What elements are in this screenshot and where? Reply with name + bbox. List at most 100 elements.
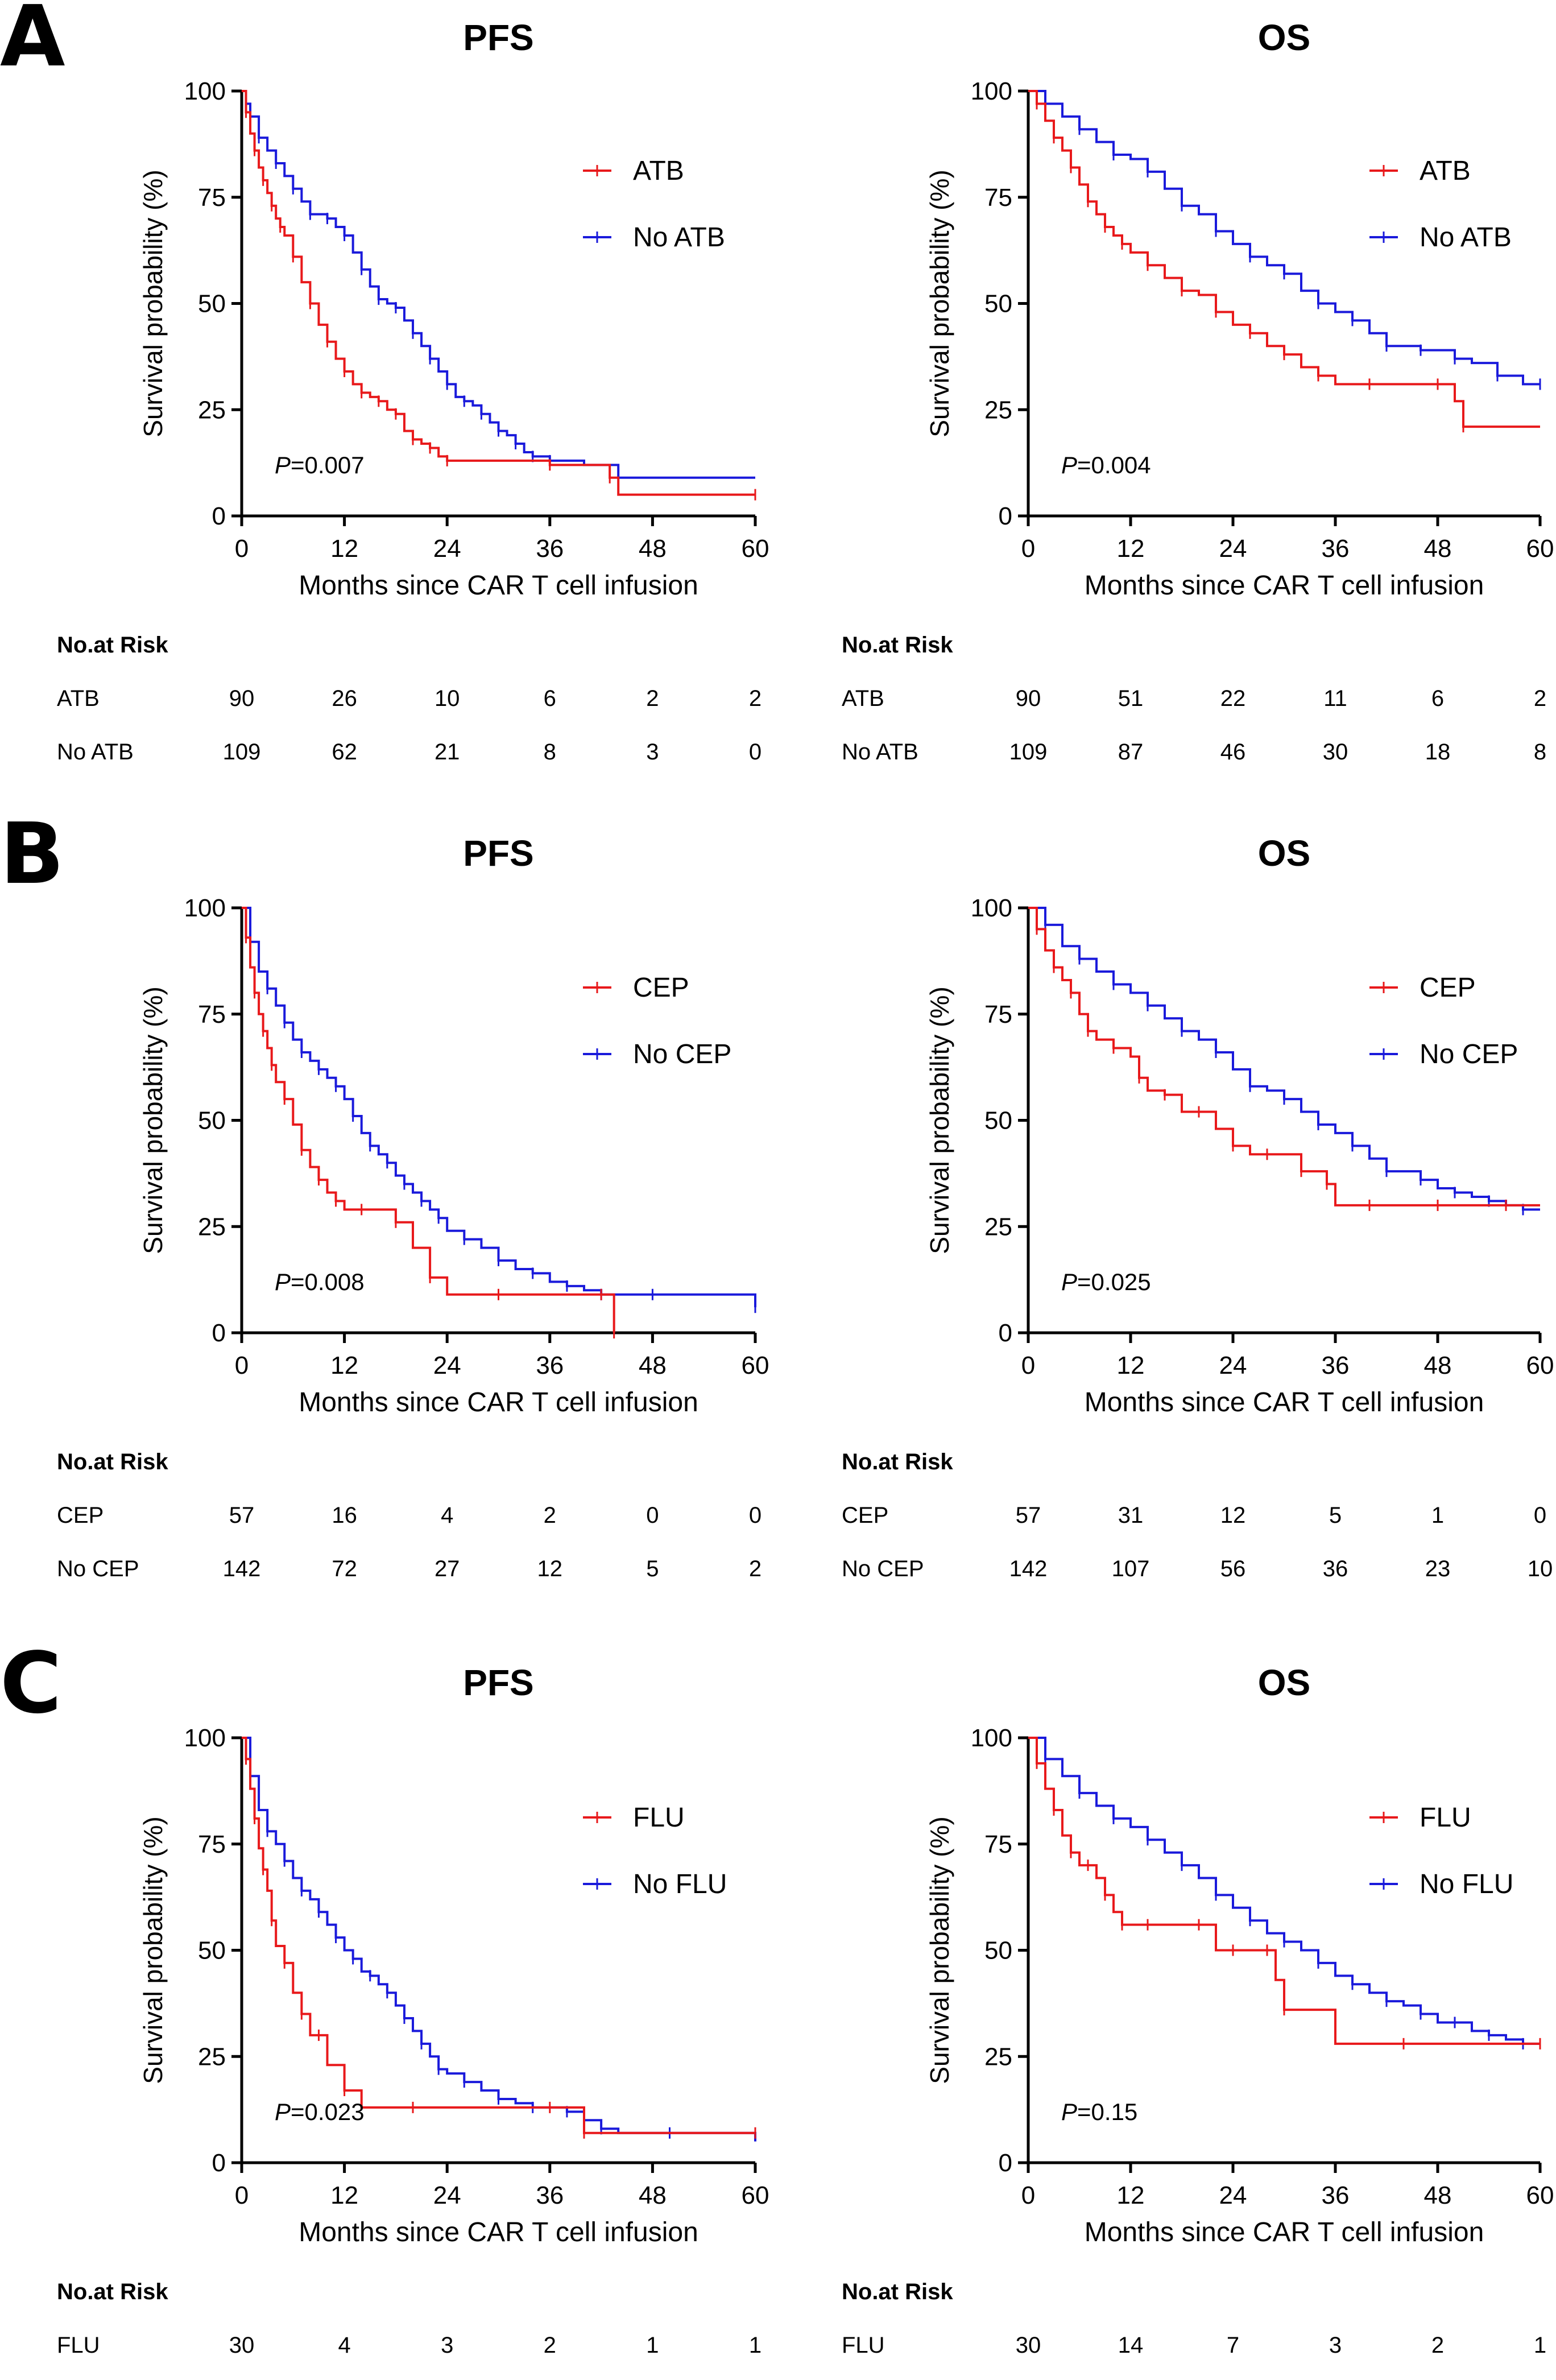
x-tick-label: 0	[235, 535, 249, 563]
risk-value: 6	[1431, 686, 1444, 711]
x-axis-label: Months since CAR T cell infusion	[1085, 571, 1484, 601]
survival-curve-no-cep	[242, 907, 756, 1308]
y-tick-label: 100	[971, 77, 1012, 105]
risk-table-header: No.at Risk	[57, 1449, 168, 1474]
p-value: P=0.007	[275, 452, 365, 478]
y-tick-label: 100	[184, 77, 226, 105]
chart-title: PFS	[463, 833, 533, 874]
x-tick-label: 36	[536, 1352, 564, 1379]
x-tick-label: 12	[1117, 1352, 1145, 1379]
risk-value: 30	[1323, 739, 1348, 765]
p-value: P=0.025	[1061, 1268, 1151, 1295]
chart-title: PFS	[463, 1662, 533, 1703]
risk-value: 10	[1528, 1556, 1553, 1581]
risk-value: 107	[1112, 1556, 1150, 1581]
risk-value: 21	[434, 739, 460, 765]
risk-value: 2	[749, 1556, 762, 1581]
y-tick-label: 25	[198, 396, 226, 424]
risk-value: 90	[229, 686, 255, 711]
risk-row-label: No CEP	[842, 1556, 924, 1581]
risk-value: 16	[332, 1503, 357, 1528]
x-tick-label: 48	[1424, 2181, 1452, 2209]
y-tick-label: 100	[184, 1724, 226, 1752]
x-tick-label: 12	[330, 1352, 358, 1379]
risk-value: 0	[749, 739, 762, 765]
x-axis-label: Months since CAR T cell infusion	[1085, 2217, 1484, 2247]
y-tick-label: 25	[198, 1213, 226, 1241]
risk-value: 2	[1431, 2333, 1444, 2358]
chart-title: OS	[1258, 1662, 1310, 1703]
x-tick-label: 12	[1117, 2181, 1145, 2209]
x-tick-label: 60	[742, 1352, 769, 1379]
survival-curve-atb	[242, 90, 755, 496]
y-tick-label: 25	[984, 1213, 1012, 1241]
risk-row-label: FLU	[57, 2333, 100, 2358]
y-tick-label: 0	[999, 502, 1012, 530]
y-tick-label: 50	[984, 1937, 1012, 1965]
chart-title: PFS	[463, 17, 533, 58]
risk-row-label: ATB	[842, 686, 884, 711]
legend-label: No FLU	[633, 1869, 727, 1899]
x-tick-label: 24	[433, 1352, 461, 1379]
p-value: P=0.004	[1061, 452, 1151, 478]
risk-value: 57	[1016, 1503, 1041, 1528]
x-tick-label: 60	[1526, 535, 1554, 563]
y-axis-label: Survival probability (%)	[138, 1816, 168, 2084]
legend-label: CEP	[633, 973, 689, 1003]
risk-table-header: No.at Risk	[842, 2279, 953, 2304]
risk-row-label: ATB	[57, 686, 100, 711]
risk-table-header: No.at Risk	[57, 2279, 168, 2304]
y-tick-label: 50	[198, 290, 226, 318]
y-tick-label: 75	[198, 184, 226, 212]
risk-table-header: No.at Risk	[57, 633, 168, 658]
y-tick-label: 75	[984, 184, 1012, 212]
y-axis-label: Survival probability (%)	[138, 986, 168, 1254]
chart-a-os: OS 0 25 50 75 100 0 12 24 36 48 60 Months since CAR …	[842, 17, 1554, 765]
x-tick-label: 12	[330, 2181, 358, 2209]
risk-value: 51	[1118, 686, 1144, 711]
risk-value: 142	[223, 1556, 261, 1581]
x-tick-label: 0	[235, 2181, 249, 2209]
risk-value: 27	[434, 1556, 460, 1581]
risk-value: 7	[1227, 2333, 1239, 2358]
risk-value: 57	[229, 1503, 255, 1528]
risk-value: 30	[229, 2333, 255, 2358]
risk-value: 90	[1016, 686, 1041, 711]
risk-value: 1	[1431, 1503, 1444, 1528]
x-tick-label: 36	[536, 535, 564, 563]
risk-value: 0	[749, 1503, 762, 1528]
y-tick-label: 75	[984, 1831, 1012, 1858]
x-tick-label: 36	[536, 2181, 564, 2209]
survival-curve-atb	[1028, 90, 1540, 428]
y-tick-label: 75	[198, 1831, 226, 1858]
risk-value: 5	[1329, 1503, 1342, 1528]
panel-letter: A	[0, 0, 65, 85]
risk-value: 10	[434, 686, 460, 711]
y-tick-label: 50	[198, 1107, 226, 1135]
legend-label: CEP	[1420, 973, 1476, 1003]
risk-value: 109	[223, 739, 261, 765]
p-value: P=0.008	[275, 1268, 365, 1295]
x-tick-label: 60	[742, 2181, 769, 2209]
y-tick-label: 75	[984, 1001, 1012, 1028]
y-tick-label: 50	[198, 1937, 226, 1965]
risk-value: 26	[332, 686, 357, 711]
x-tick-label: 36	[1322, 535, 1350, 563]
survival-curve-flu	[242, 1737, 755, 2134]
y-tick-label: 0	[212, 502, 226, 530]
y-tick-label: 0	[212, 1319, 226, 1347]
x-tick-label: 0	[1021, 535, 1035, 563]
risk-value: 22	[1220, 686, 1246, 711]
x-tick-label: 24	[1219, 1352, 1247, 1379]
risk-value: 14	[1118, 2333, 1144, 2358]
risk-value: 46	[1220, 739, 1246, 765]
x-tick-label: 60	[742, 535, 769, 563]
y-tick-label: 75	[198, 1001, 226, 1028]
legend-label: No ATB	[633, 222, 725, 253]
risk-value: 1	[749, 2333, 762, 2358]
x-axis-label: Months since CAR T cell infusion	[1085, 1387, 1484, 1418]
